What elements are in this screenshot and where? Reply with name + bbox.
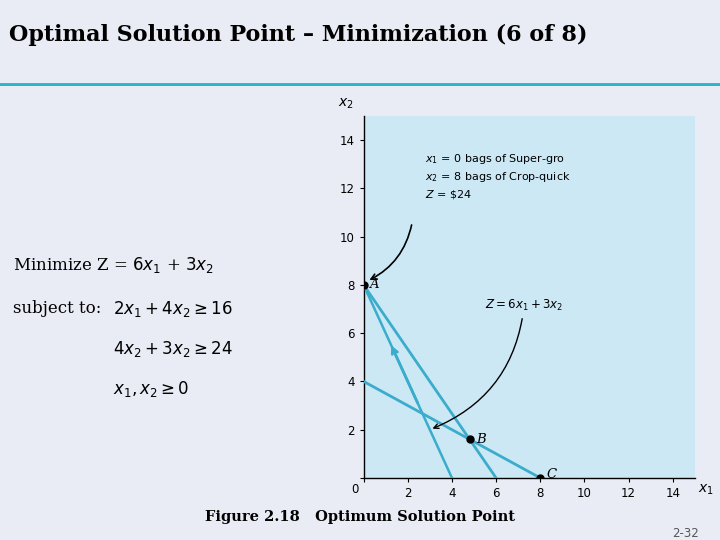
- Text: $2x_1 + 4x_2 \geq 16$: $2x_1 + 4x_2 \geq 16$: [112, 299, 232, 319]
- Text: 0: 0: [351, 483, 359, 496]
- Text: $Z = 6x_1 + 3x_2$: $Z = 6x_1 + 3x_2$: [434, 298, 563, 428]
- Text: $x_1$ = 0 bags of Super-gro
$x_2$ = 8 bags of Crop-quick
$Z$ = \$24: $x_1$ = 0 bags of Super-gro $x_2$ = 8 ba…: [426, 152, 571, 201]
- Text: C: C: [547, 468, 557, 481]
- Text: $x_1$: $x_1$: [698, 483, 714, 497]
- Text: $4x_2 + 3x_2 \geq 24$: $4x_2 + 3x_2 \geq 24$: [112, 339, 233, 359]
- Text: B: B: [476, 433, 486, 446]
- Text: Figure 2.18   Optimum Solution Point: Figure 2.18 Optimum Solution Point: [205, 510, 515, 524]
- Text: subject to:: subject to:: [13, 300, 102, 318]
- Text: $x_1, x_2 \geq 0$: $x_1, x_2 \geq 0$: [112, 379, 189, 399]
- Text: Optimal Solution Point – Minimization (6 of 8): Optimal Solution Point – Minimization (6…: [9, 24, 587, 45]
- Text: $x_2$: $x_2$: [338, 97, 354, 111]
- Text: Minimize Z = $6x$$_1$ + $3x$$_2$: Minimize Z = $6x$$_1$ + $3x$$_2$: [13, 254, 215, 275]
- Text: 2-32: 2-32: [672, 527, 698, 540]
- Text: A: A: [369, 279, 379, 292]
- Polygon shape: [364, 116, 695, 478]
